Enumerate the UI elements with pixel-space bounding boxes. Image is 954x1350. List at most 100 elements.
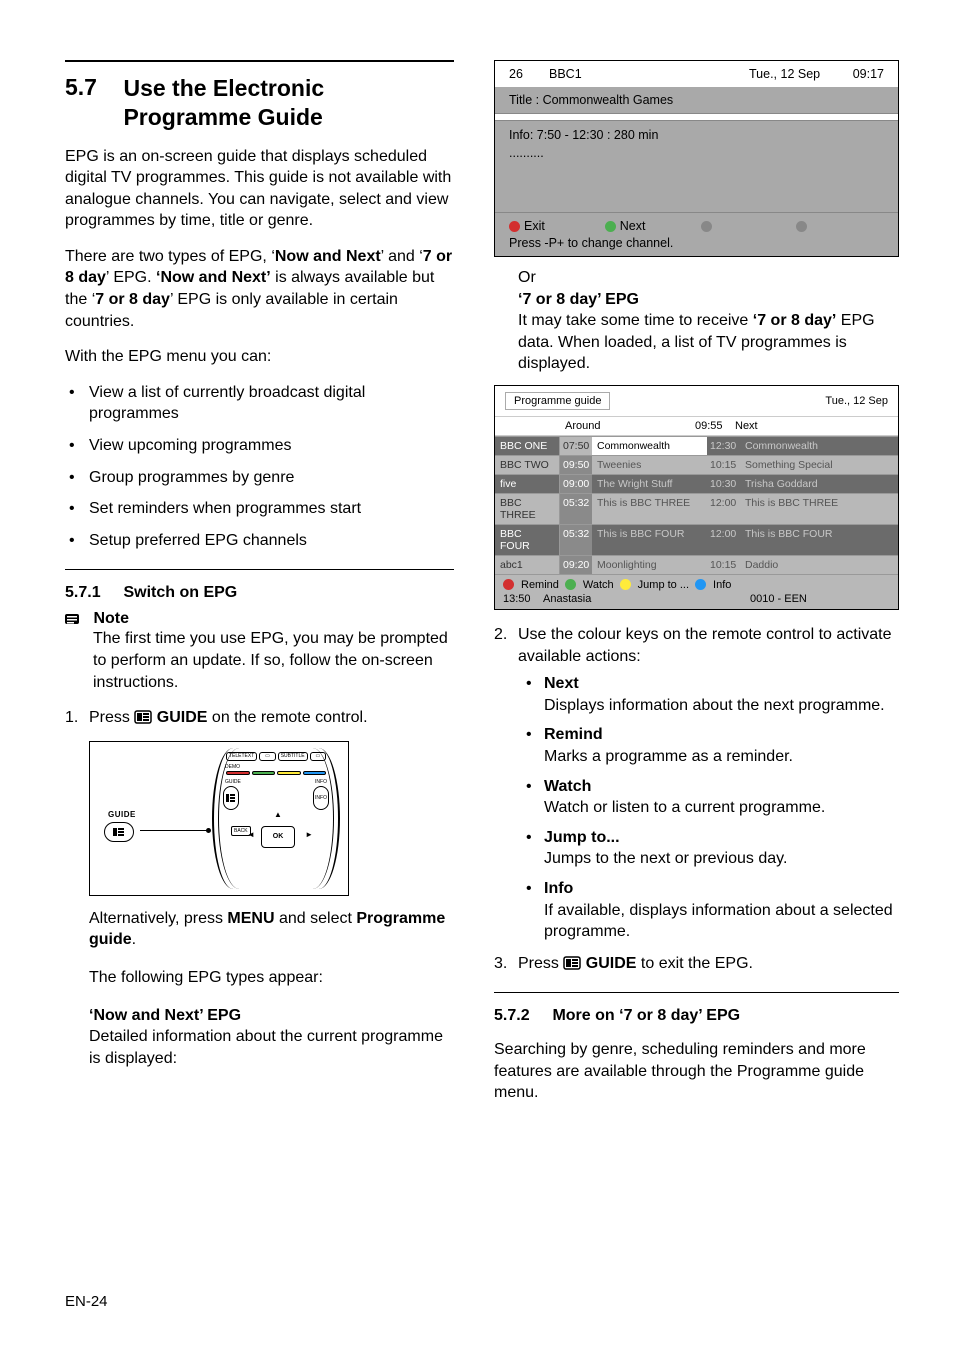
remote-guide-button <box>104 822 134 842</box>
arrow-left-icon: ◄ <box>247 830 255 839</box>
mini-btn: ▭ <box>310 752 326 761</box>
pg-channel: abc1 <box>495 556 559 574</box>
mini-guide-label: GUIDE <box>225 779 241 785</box>
pg-prog: Tweenies <box>592 456 707 474</box>
subsection-number: 5.7.1 <box>65 584 119 602</box>
arrow-right-icon: ► <box>305 830 313 839</box>
list-item: NextDisplays information about the next … <box>518 673 899 716</box>
types-intro: The following EPG types appear: <box>89 967 454 989</box>
list-item: RemindMarks a programme as a reminder. <box>518 724 899 767</box>
pg-prog: Moonlighting <box>592 556 707 574</box>
dot-blue-icon <box>695 579 706 590</box>
list-item: Set reminders when programmes start <box>65 498 454 520</box>
dot-red-icon <box>509 221 520 232</box>
mini-dpad: ▲ BACK ◄ OK ► <box>231 808 321 866</box>
list-item: View upcoming programmes <box>65 435 454 457</box>
pg-prog: This is BBC FOUR <box>592 525 707 555</box>
mini-red <box>226 771 250 775</box>
list-item: Setup preferred EPG channels <box>65 530 454 552</box>
step-2: 2. Use the colour keys on the remote con… <box>494 624 899 943</box>
nn-title: Title : Commonwealth Games <box>495 87 898 113</box>
rule-sub-left <box>65 569 454 570</box>
guide-icon <box>134 709 152 726</box>
note-text: The first time you use EPG, you may be p… <box>93 628 454 693</box>
pg-sub-time: 09:55 <box>689 417 729 435</box>
remote-illustration: GUIDE TELETEXT ▭ SUBTITLE ▭ DEMO <box>89 741 349 896</box>
seven-day-text: It may take some time to receive ‘7 or 8… <box>518 310 899 375</box>
pg-time: 10:15 <box>707 456 740 474</box>
pg-prog: The Wright Stuff <box>592 475 707 493</box>
dot-yellow-icon <box>620 579 631 590</box>
guide-icon <box>563 955 581 972</box>
remote-guide-label: GUIDE <box>108 810 136 819</box>
pg-prog: Daddio <box>740 556 898 574</box>
pg-around: Around <box>559 417 689 435</box>
pg-footer: Remind Watch Jump to ... Info 13:50 Anas… <box>495 574 898 609</box>
mini-btn: ▭ <box>259 752 275 761</box>
note-icon <box>65 612 83 626</box>
dot-red-icon <box>503 579 514 590</box>
table-row: BBC THREE05:32This is BBC THREE12:00This… <box>495 493 898 524</box>
colour-actions-list: NextDisplays information about the next … <box>518 673 899 943</box>
rule-sub-right <box>494 992 899 993</box>
nn-channel-name: BBC1 <box>549 67 749 81</box>
dot-green-icon <box>605 221 616 232</box>
nn-time: 09:17 <box>839 67 884 81</box>
section-title: Use the Electronic Programme Guide <box>123 74 443 132</box>
list-item: Group programmes by genre <box>65 467 454 489</box>
list-item: View a list of currently broadcast digit… <box>65 382 454 425</box>
dot-yellow-icon <box>701 221 712 232</box>
paragraph-intro: EPG is an on-screen guide that displays … <box>65 146 454 232</box>
pg-tab: Programme guide <box>505 392 610 410</box>
pg-time: 05:32 <box>559 525 592 555</box>
table-row: BBC TWO09:50Tweenies10:15Something Speci… <box>495 455 898 474</box>
paragraph-withmenu: With the EPG menu you can: <box>65 346 454 368</box>
nn-channel-num: 26 <box>509 67 549 81</box>
mini-blue <box>303 771 327 775</box>
pg-time: 10:15 <box>707 556 740 574</box>
remote-arrow <box>140 830 210 831</box>
pg-time: 09:00 <box>559 475 592 493</box>
list-item: InfoIf available, displays information a… <box>518 878 899 943</box>
table-row: BBC ONE07:50Commonwealth12:30Commonwealt… <box>495 436 898 455</box>
pg-time: 09:50 <box>559 456 592 474</box>
mini-ok: OK <box>261 826 295 848</box>
step-1: 1. Press GUIDE on the remote control. <box>65 707 454 729</box>
mini-subtitle: SUBTITLE <box>278 752 308 761</box>
nn-info: Info: 7:50 - 12:30 : 280 min .......... <box>495 121 898 212</box>
alternative-text: Alternatively, press MENU and select Pro… <box>89 908 454 951</box>
pg-time: 05:32 <box>559 494 592 524</box>
now-next-text: Detailed information about the current p… <box>89 1026 454 1069</box>
now-next-heading: ‘Now and Next’ EPG <box>89 1005 454 1027</box>
pg-prog: Commonwealth <box>740 437 898 455</box>
mini-guide-oval <box>223 786 239 810</box>
pg-time: 12:30 <box>707 437 740 455</box>
subsection-number: 5.7.2 <box>494 1007 548 1025</box>
sub2-text: Searching by genre, scheduling reminders… <box>494 1039 899 1104</box>
mini-info-label: INFO <box>315 779 327 785</box>
dot-green-icon <box>565 579 576 590</box>
table-row: BBC FOUR05:32This is BBC FOUR12:00This i… <box>495 524 898 555</box>
dot-blue-icon <box>796 221 807 232</box>
pg-prog: This is BBC FOUR <box>740 525 898 555</box>
pg-prog: This is BBC THREE <box>592 494 707 524</box>
pg-prog: This is BBC THREE <box>740 494 898 524</box>
pg-date: Tue., 12 Sep <box>825 395 888 407</box>
pg-channel: BBC ONE <box>495 437 559 455</box>
mini-green <box>252 771 276 775</box>
mini-demo: DEMO <box>225 764 327 770</box>
note-heading: Note <box>65 610 454 628</box>
pg-channel: BBC THREE <box>495 494 559 524</box>
mini-info-oval: INFO <box>313 786 329 810</box>
pg-channel: BBC FOUR <box>495 525 559 555</box>
paragraph-types: There are two types of EPG, ‘Now and Nex… <box>65 246 454 332</box>
pg-next: Next <box>729 417 769 435</box>
nn-footer: Exit Next Press -P+ to change channel. <box>495 212 898 256</box>
now-next-screenshot: 26 BBC1 Tue., 12 Sep 09:17 Title : Commo… <box>494 60 899 257</box>
nn-gap <box>495 113 898 121</box>
pg-time: 07:50 <box>559 437 592 455</box>
step-3: 3. Press GUIDE to exit the EPG. <box>494 953 899 975</box>
section-number: 5.7 <box>65 74 119 101</box>
subsection-title: More on ‘7 or 8 day’ EPG <box>552 1007 740 1025</box>
pg-time: 12:00 <box>707 525 740 555</box>
